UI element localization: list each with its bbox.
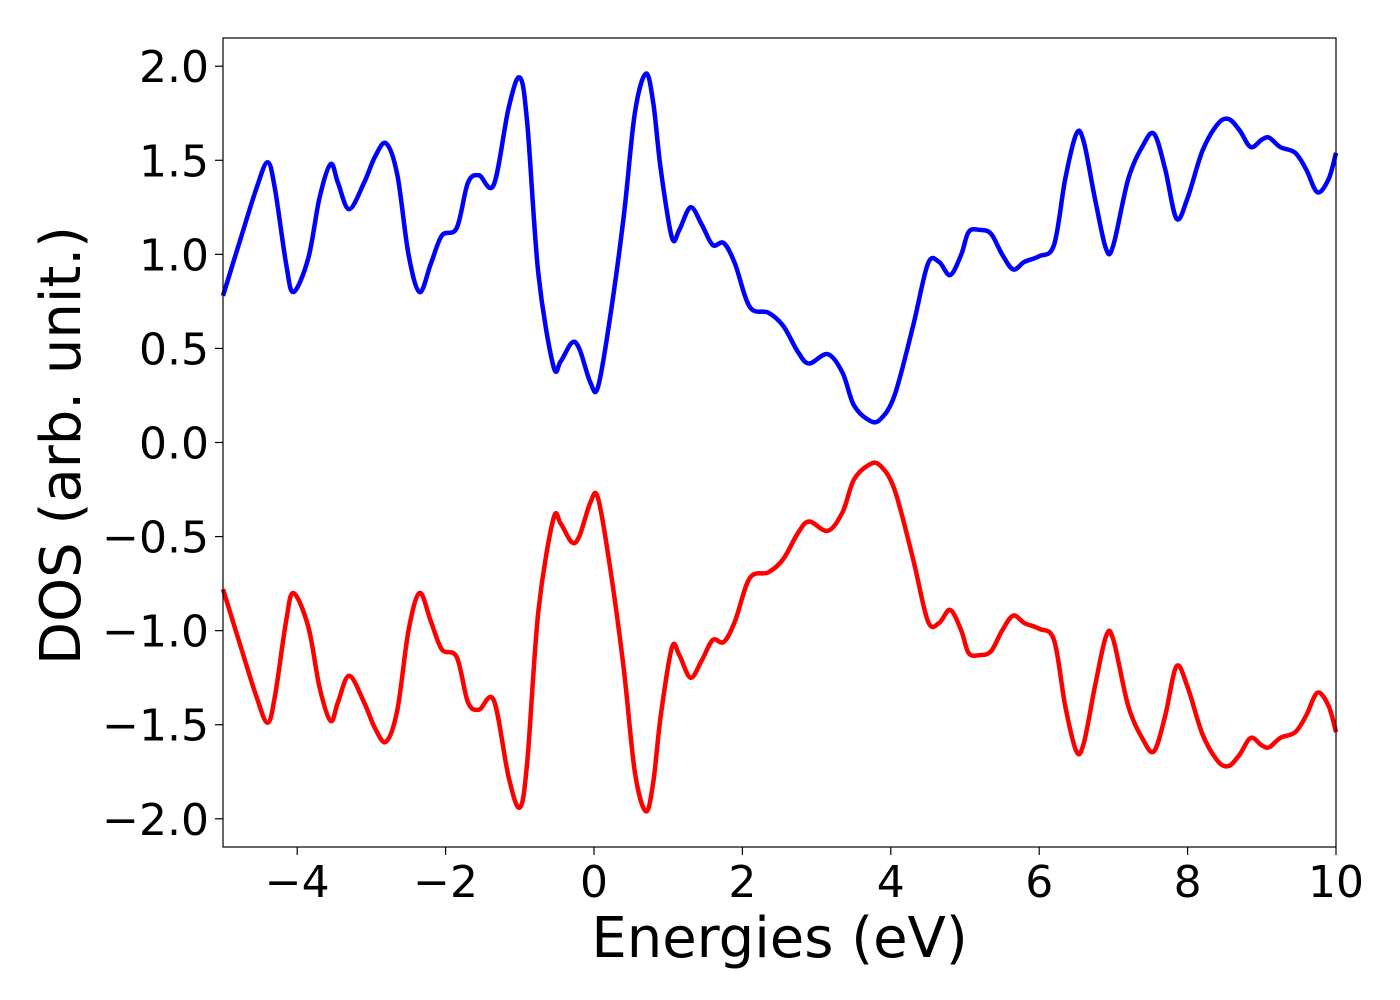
x-tick-label: 6 [1025, 857, 1053, 908]
x-tick-label: 8 [1174, 857, 1202, 908]
y-tick-label: −1.5 [102, 701, 209, 752]
series-layer [220, 71, 1339, 814]
x-tick-label: −4 [265, 857, 330, 908]
x-tick-label: 0 [580, 857, 608, 908]
y-axis-label: DOS (arb. unit.) [29, 226, 94, 665]
series-line-spin-up [220, 71, 1339, 425]
x-axis-label: Energies (eV) [591, 906, 967, 971]
y-tick-label: 0.0 [139, 419, 209, 470]
y-tick-label: −2.0 [102, 795, 209, 846]
x-tick-label: −2 [413, 857, 478, 908]
y-axis-ticks: 2.0 1.5 1.0 0.5 0.0 −0.5 −1.0 −1.5 −2.0 [102, 42, 223, 846]
plot-frame [222, 37, 1337, 848]
x-tick-label: 10 [1308, 857, 1364, 908]
x-axis-ticks: −4 −2 0 2 4 6 8 10 [265, 847, 1364, 908]
series-line-spin-down [220, 460, 1339, 814]
y-tick-label: −1.0 [102, 607, 209, 658]
y-tick-label: 0.5 [139, 324, 209, 375]
y-tick-label: 1.5 [139, 136, 209, 187]
y-tick-label: 2.0 [139, 42, 209, 93]
x-tick-label: 4 [877, 857, 905, 908]
x-tick-label: 2 [728, 857, 756, 908]
y-tick-label: −0.5 [102, 513, 209, 564]
y-tick-label: 1.0 [139, 230, 209, 281]
